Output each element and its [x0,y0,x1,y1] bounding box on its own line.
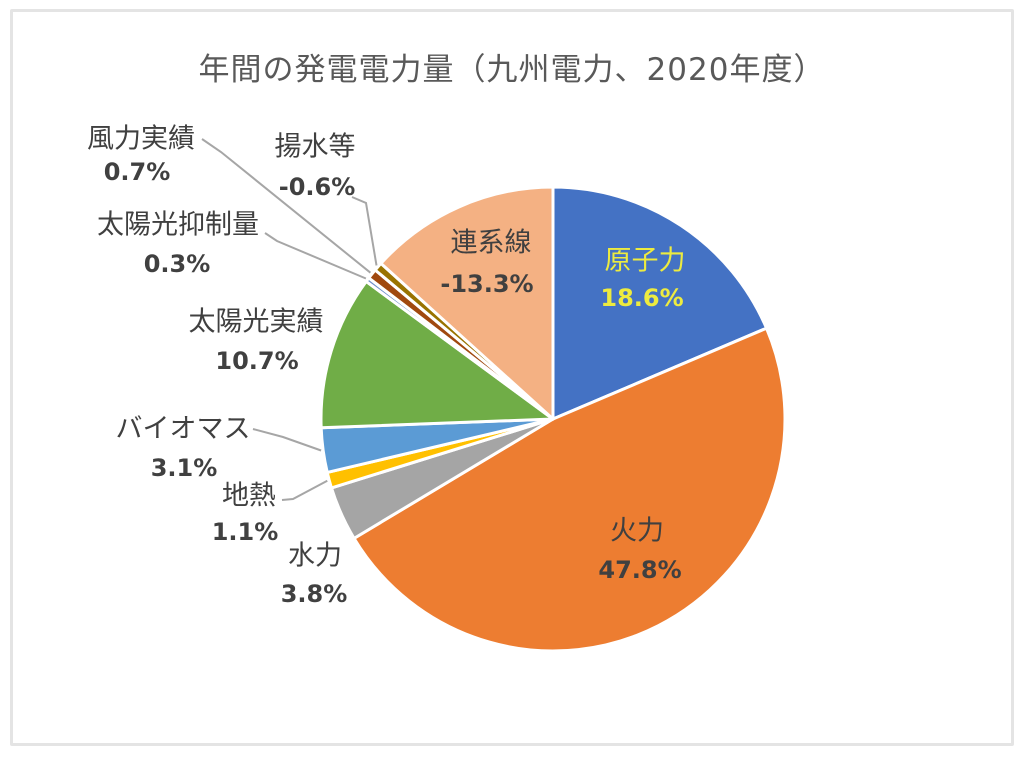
leader-line-biomass [252,428,322,452]
slice-percent-geothermal: 1.1% [211,518,279,546]
pie-slice-nuclear[interactable] [551,185,768,421]
leader-line-pumped-storage [351,196,378,266]
slice-percent-solar-actual: 10.7% [215,347,299,375]
slice-label-biomass: バイオマス [115,413,251,445]
slice-label-wind-actual: 風力実績 [87,123,195,155]
slice-percent-interconnection: -13.3% [440,270,534,298]
leader-line-geothermal [281,479,328,501]
leader-line-solar-curtailment [264,232,367,280]
slice-percent-wind-actual: 0.7% [103,158,171,186]
slice-label-hydro: 水力 [288,540,342,572]
chart-title: 年間の発電電力量（九州電力、2020年度） [198,52,826,88]
pie-slice-solar-actual[interactable] [319,279,555,430]
slice-label-geothermal: 地熱 [222,480,276,512]
slice-percent-thermal: 47.8% [598,556,682,584]
leader-line-wind-actual [201,138,372,274]
slice-percent-hydro: 3.8% [280,580,348,608]
slice-percent-solar-curtailment: 0.3% [143,250,211,278]
slice-percent-pumped-storage: -0.6% [278,173,356,201]
slice-label-solar-curtailment: 太陽光抑制量 [97,209,259,241]
slice-label-interconnection: 連系線 [450,227,532,259]
slice-label-solar-actual: 太陽光実績 [188,306,324,338]
slice-percent-biomass: 3.1% [150,454,218,482]
slice-label-nuclear: 原子力 [604,245,686,277]
pie-slice-thermal[interactable] [352,326,787,653]
slice-label-pumped-storage: 揚水等 [274,131,356,163]
pie-slice-interconnection[interactable] [379,185,555,421]
slice-label-thermal: 火力 [610,515,664,547]
slice-percent-nuclear: 18.6% [600,284,684,312]
